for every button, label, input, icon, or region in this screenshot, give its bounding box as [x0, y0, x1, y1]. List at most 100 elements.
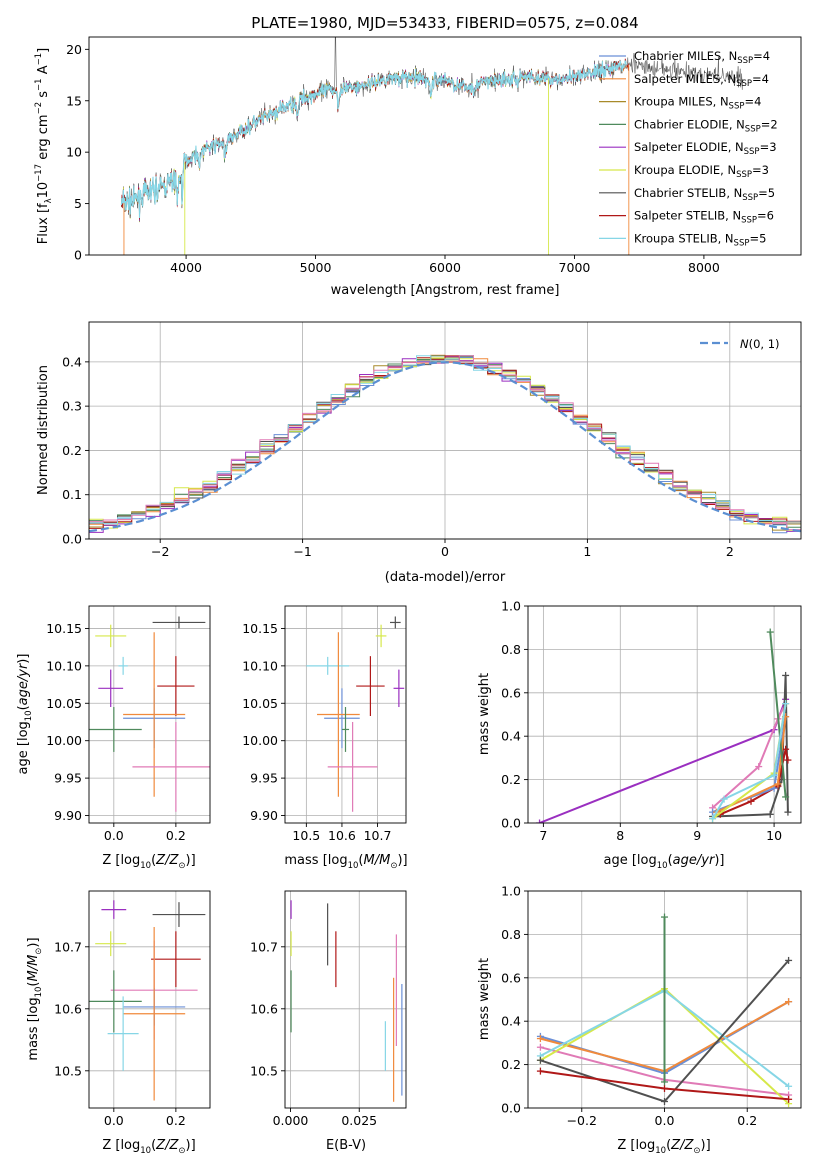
- weight-z-ytick-label: 1.0: [501, 884, 521, 899]
- age-mass-ytick-label: 9.95: [250, 771, 278, 786]
- age-mass-xtick-label: 10.5: [292, 828, 320, 843]
- residuals-ytick-label: 0.0: [62, 532, 82, 547]
- residuals-ytick-label: 0.4: [62, 354, 82, 369]
- age-mass-axes-frame: [284, 605, 407, 824]
- age-z-xtick-label: 0.0: [104, 828, 124, 843]
- mass-z-xlabel: Z [log10(Z/Z⊙)]: [102, 1138, 195, 1156]
- spectrum-xtick-label: 5000: [300, 260, 332, 275]
- residuals-ytick-label: 0.2: [62, 443, 82, 458]
- weight-z-xtick-label: 0.0: [655, 1113, 675, 1128]
- residuals-xtick-label: −1: [293, 544, 311, 559]
- legend-entry: N(0, 1): [740, 337, 780, 351]
- mass-ebv-ytick-label: 10.6: [250, 1001, 278, 1016]
- weight-age-xtick-label: 10: [766, 828, 782, 843]
- weight-z-xtick-label: 0.2: [737, 1113, 757, 1128]
- age-z-xlabel: Z [log10(Z/Z⊙)]: [102, 853, 195, 871]
- age-mass-xtick-label: 10.6: [328, 828, 356, 843]
- weight-age-ytick-label: 0.2: [501, 772, 521, 787]
- weight-age-ytick-label: 0.6: [501, 685, 521, 700]
- weight-age-xtick-label: 7: [539, 828, 547, 843]
- spectrum-xtick-label: 6000: [429, 260, 461, 275]
- age-mass-xlabel: mass [log10(M/M⊙)]: [284, 853, 407, 871]
- mass-ebv-xlabel: E(B-V): [326, 1138, 366, 1153]
- spectrum-ylabel: Flux [fλ10−17 erg cm−2 s−1 A−1]: [34, 48, 54, 244]
- residuals-xlabel: (data-model)/error: [385, 570, 506, 585]
- mass-ebv-axes-frame: [284, 890, 407, 1109]
- spectrum-xlabel: wavelength [Angstrom, rest frame]: [331, 283, 560, 298]
- residuals-xtick-label: −2: [151, 544, 169, 559]
- spectrum-plot-area: [120, 37, 743, 255]
- spectrum-axes-frame: [88, 36, 802, 256]
- weight-z-ytick-label: 0.6: [501, 970, 521, 985]
- weight-age-xtick-label: 9: [693, 828, 701, 843]
- mass-ebv-plot-area: [290, 900, 403, 1102]
- residuals-xtick-label: 0: [441, 544, 449, 559]
- weight-age-xtick-label: 8: [616, 828, 624, 843]
- weight-age-plot-area: [536, 628, 792, 823]
- spectrum-xtick-label: 7000: [559, 260, 591, 275]
- spectrum-xtick-label: 4000: [170, 260, 202, 275]
- weight-age-ytick-label: 1.0: [501, 599, 521, 614]
- age-z-ylabel: age [log10(age/yr)]: [16, 654, 34, 775]
- mass-z-ytick-label: 10.6: [54, 1001, 82, 1016]
- weight-z-plot-area: [536, 913, 793, 1108]
- age-z-ytick-label: 9.95: [54, 771, 82, 786]
- residuals-plot-area: [89, 354, 801, 534]
- weight-age-ytick-label: 0.8: [501, 642, 521, 657]
- mass-z-ylabel: mass [log10(M/M⊙)]: [26, 937, 44, 1060]
- weight-age-ytick-label: 0.4: [501, 729, 521, 744]
- weight-age-series-line: [711, 703, 787, 820]
- age-z-ytick-label: 10.10: [46, 658, 82, 673]
- mass-z-ytick-label: 10.7: [54, 939, 82, 954]
- legend-entry: Kroupa MILES, NSSP=4: [634, 95, 761, 112]
- spectrum-ytick-label: 20: [66, 42, 82, 57]
- residuals-ylabel: Normed distribution: [36, 365, 51, 495]
- mass-z-plot-area: [89, 900, 206, 1101]
- weight-z-ylabel: mass weight: [477, 958, 492, 1040]
- weight-age-axes-frame: [527, 605, 802, 824]
- weight-z-ytick-label: 0.4: [501, 1014, 521, 1029]
- mass-ebv-ytick-label: 10.7: [250, 939, 278, 954]
- weight-z-ytick-label: 0.0: [501, 1101, 521, 1116]
- age-z-ytick-label: 10.15: [46, 621, 82, 636]
- age-mass-xtick-label: 10.7: [364, 828, 392, 843]
- mass-z-xtick-label: 0.0: [104, 1113, 124, 1128]
- gaussian-curve: [89, 361, 801, 533]
- residuals-ytick-label: 0.1: [62, 487, 82, 502]
- age-z-plot-area: [89, 616, 210, 812]
- mass-ebv-ytick-label: 10.5: [250, 1063, 278, 1078]
- spectrum-ytick-label: 0: [74, 248, 82, 263]
- spectrum-ytick-label: 5: [74, 196, 82, 211]
- age-mass-ytick-label: 10.10: [242, 658, 278, 673]
- age-z-xtick-label: 0.2: [166, 828, 186, 843]
- legend-entry: Kroupa STELIB, NSSP=5: [634, 231, 766, 248]
- legend-entry: Salpeter STELIB, NSSP=6: [634, 209, 774, 226]
- spectrum-ytick-label: 10: [66, 145, 82, 160]
- spectrum-xtick-label: 8000: [688, 260, 720, 275]
- age-z-ytick-label: 9.90: [54, 808, 82, 823]
- weight-z-xtick-label: −0.2: [567, 1113, 597, 1128]
- spectrum-title: PLATE=1980, MJD=53433, FIBERID=0575, z=0…: [251, 14, 638, 32]
- mass-ebv-xtick-label: 0.000: [273, 1113, 309, 1128]
- age-mass-ytick-label: 9.90: [250, 808, 278, 823]
- weight-age-ylabel: mass weight: [477, 673, 492, 755]
- residuals-xtick-label: 1: [583, 544, 591, 559]
- age-mass-ytick-label: 10.00: [242, 733, 278, 748]
- weight-age-ytick-label: 0.0: [501, 816, 521, 831]
- age-mass-plot-area: [306, 616, 405, 812]
- mass-ebv-xtick-label: 0.025: [341, 1113, 377, 1128]
- weight-age-xlabel: age [log10(age/yr)]: [604, 853, 725, 871]
- legend-entry: Chabrier ELODIE, NSSP=2: [634, 117, 778, 134]
- legend-entry: Salpeter MILES, NSSP=4: [634, 72, 769, 89]
- legend-entry: Kroupa ELODIE, NSSP=3: [634, 163, 769, 180]
- residuals-axes-frame: [88, 321, 802, 540]
- mass-z-axes-frame: [88, 890, 211, 1109]
- weight-z-ytick-label: 0.8: [501, 927, 521, 942]
- mass-z-xtick-label: 0.2: [166, 1113, 186, 1128]
- residuals-xtick-label: 2: [726, 544, 734, 559]
- age-mass-ytick-label: 10.05: [242, 696, 278, 711]
- legend-entry: Chabrier STELIB, NSSP=5: [634, 186, 775, 203]
- weight-z-axes-frame: [527, 890, 802, 1109]
- spectrum-ytick-label: 15: [66, 93, 82, 108]
